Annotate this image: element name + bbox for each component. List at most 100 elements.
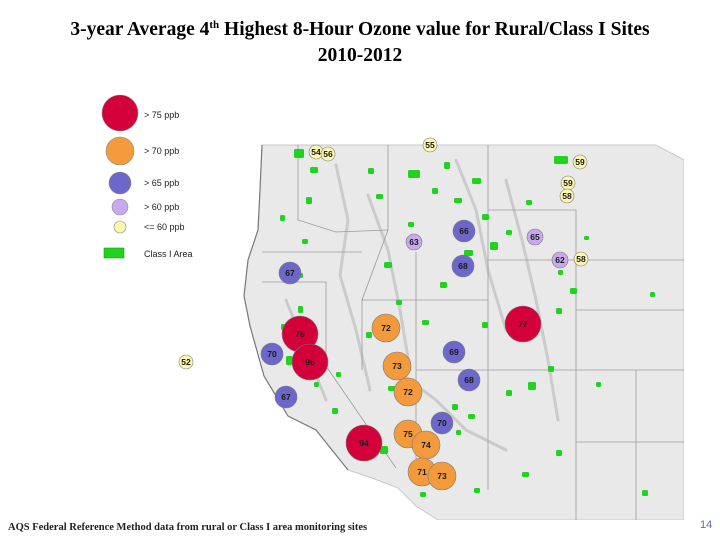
class-i-area-patch: [454, 198, 462, 203]
site-value-label: 59: [563, 178, 573, 188]
monitoring-sites: 54 56 55 59 59 58 66 63 65 68 62 58 67 77 72 78 69 70 96 73…: [178, 137, 589, 491]
site-marker: [430, 411, 454, 435]
site-marker: [260, 342, 284, 366]
class-i-area-patch: [472, 178, 481, 184]
map-legend: > 75 ppb > 70 ppb > 65 ppb > 60 ppb <= 60 pp…: [101, 94, 193, 259]
site-value-label: 56: [323, 149, 333, 159]
terrain-ridge: [454, 158, 508, 332]
class-i-area-patch: [332, 408, 338, 414]
site-marker: [274, 385, 298, 409]
site-value-label: 62: [555, 255, 565, 265]
site-value-label: 73: [392, 361, 402, 371]
legend-swatch: [113, 220, 127, 234]
site-marker: [451, 254, 475, 278]
site-marker: [345, 424, 383, 462]
site-marker: [393, 377, 423, 407]
legend-label: > 65 ppb: [144, 178, 179, 188]
site-marker: [452, 219, 476, 243]
class-i-area-patch: [570, 288, 577, 294]
class-i-area-patch: [366, 332, 372, 338]
site-marker: [405, 233, 423, 251]
site-marker: [371, 313, 401, 343]
class-i-area-patch: [526, 200, 532, 205]
class-i-area-patch: [482, 214, 489, 220]
class-i-area-patch: [584, 236, 589, 240]
title-text-b: Highest 8-Hour Ozone value for Rural/Cla…: [219, 19, 650, 40]
legend-swatch: [101, 94, 139, 132]
class-i-area-patch: [528, 382, 536, 390]
class-i-area-patch: [464, 250, 473, 256]
site-marker: [572, 154, 588, 170]
class-i-area-patch: [506, 230, 512, 235]
class-i-area-patch: [506, 390, 512, 396]
class-i-area-patch: [490, 242, 498, 250]
class-i-area-patch: [556, 450, 562, 456]
site-marker: [442, 340, 466, 364]
class-i-area-patch: [522, 472, 529, 477]
site-marker: [178, 354, 194, 370]
site-value-label: 72: [381, 323, 391, 333]
terrain-ridge: [334, 163, 372, 392]
site-value-label: 72: [403, 387, 413, 397]
state-border: [361, 145, 389, 370]
coastline: [243, 144, 349, 471]
site-marker: [422, 137, 438, 153]
terrain-ridge: [366, 193, 412, 372]
class-i-area-patch: [286, 356, 293, 365]
site-value-label: 68: [464, 375, 474, 385]
class-i-area-patch: [298, 306, 303, 313]
site-marker: [573, 251, 589, 267]
terrain-ridge: [504, 178, 560, 422]
class-i-area-patch: [456, 430, 461, 435]
site-marker: [457, 368, 481, 392]
site-marker: [382, 351, 412, 381]
class-i-area-patch: [440, 282, 447, 288]
class-i-area-patch: [420, 492, 426, 497]
map-canvas: > 75 ppb > 70 ppb > 65 ppb > 60 ppb <= 60 pp…: [36, 70, 684, 520]
class-i-area-patch: [650, 292, 655, 297]
class-i-area-patch: [444, 162, 450, 169]
class-i-area-patch: [310, 167, 318, 173]
class-i-area-patch: [408, 222, 414, 227]
state-border: [297, 145, 389, 233]
site-value-label: 69: [449, 347, 459, 357]
class-i-area-patch: [596, 382, 601, 387]
site-marker: [504, 305, 542, 343]
site-value-label: 63: [409, 237, 419, 247]
class-i-areas: [280, 149, 655, 497]
legend-label: Class I Area: [144, 249, 193, 259]
class-i-area-patch: [554, 156, 568, 164]
class-i-area-patch: [306, 197, 312, 204]
site-value-label: 67: [281, 392, 291, 402]
class-i-area-patch: [336, 372, 341, 377]
footnote: AQS Federal Reference Method data from r…: [8, 522, 368, 533]
class-i-area-patch: [302, 239, 308, 244]
legend-swatch: [111, 198, 129, 216]
site-value-label: 74: [421, 440, 431, 450]
class-i-area-patch: [432, 188, 438, 194]
site-value-label: 71: [417, 467, 427, 477]
site-value-label: 59: [575, 157, 585, 167]
site-value-label: 73: [437, 471, 447, 481]
title-line-2: 2010-2012: [317, 45, 403, 66]
site-value-label: 96: [305, 357, 315, 367]
title-superscript: th: [209, 19, 220, 31]
class-i-area-patch: [368, 168, 374, 174]
site-value-label: 70: [437, 418, 447, 428]
ozone-map: > 75 ppb > 70 ppb > 65 ppb > 60 ppb <= 60 pp…: [36, 70, 684, 520]
legend-label: <= 60 ppb: [144, 222, 185, 232]
site-value-label: 77: [518, 319, 528, 329]
site-value-label: 78: [295, 329, 305, 339]
site-value-label: 58: [562, 191, 572, 201]
site-value-label: 52: [181, 357, 191, 367]
map-terrain: [243, 144, 684, 520]
class-i-area-patch: [452, 404, 458, 410]
site-value-label: 67: [285, 268, 295, 278]
class-i-area-patch: [556, 308, 562, 314]
class-i-area-patch: [468, 414, 475, 419]
title-line-1: 3-year Average 4th Highest 8-Hour Ozone …: [0, 12, 720, 43]
slide-title: 3-year Average 4th Highest 8-Hour Ozone …: [0, 12, 720, 69]
class-i-area-patch: [280, 215, 285, 221]
title-text-a: 3-year Average 4: [70, 19, 210, 40]
class-i-area-patch: [422, 320, 429, 325]
